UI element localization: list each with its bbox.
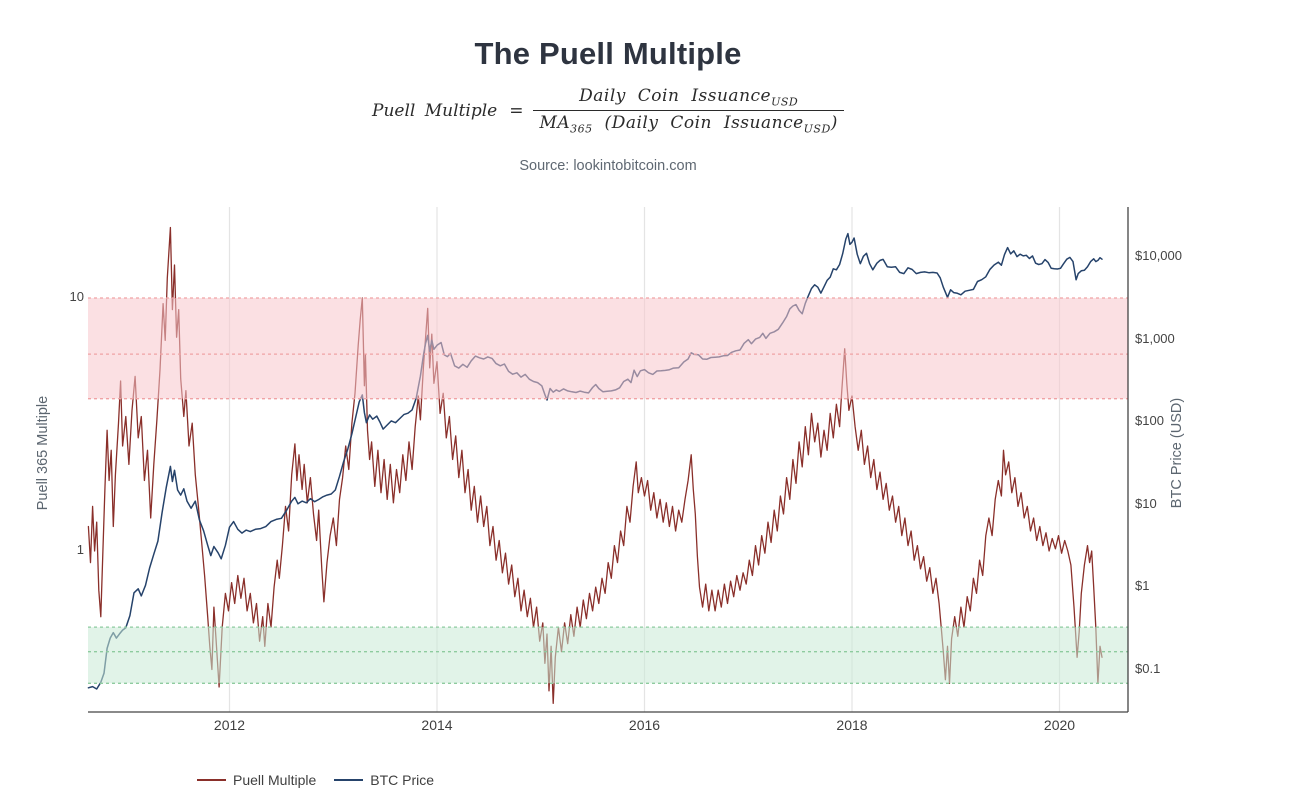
formula-lhs: Puell Multiple: [372, 100, 498, 121]
y-axis-title-left: Puell 365 Multiple: [35, 395, 51, 511]
y-right-tick-label: $1: [1135, 578, 1150, 593]
y-right-tick-label: $1,000: [1135, 330, 1175, 346]
formula-numerator: Daily Coin IssuanceUSD: [579, 86, 799, 109]
puell-multiple-swatch: [197, 779, 226, 781]
formula: Puell Multiple = Daily Coin IssuanceUSD …: [0, 86, 1216, 136]
y-left-tick-label: 10: [69, 289, 84, 304]
x-tick-label: 2014: [421, 717, 453, 733]
chart-title: The Puell Multiple: [474, 36, 742, 71]
legend: Puell Multiple BTC Price: [197, 772, 452, 788]
legend-label: BTC Price: [370, 772, 435, 788]
formula-denominator: MA365 (Daily Coin IssuanceUSD): [533, 110, 844, 136]
buy-zone: [88, 627, 1128, 684]
x-tick-label: 2016: [628, 717, 661, 733]
y-right-tick-label: $10: [1135, 495, 1157, 511]
formula-equals: =: [509, 100, 524, 121]
source-caption: Source: lookintobitcoin.com: [519, 158, 697, 174]
legend-label: Puell Multiple: [233, 772, 317, 788]
sell-zone: [88, 298, 1128, 399]
x-tick-label: 2018: [836, 717, 868, 733]
y-left-tick-label: 1: [76, 542, 84, 557]
y-right-tick-label: $10,000: [1135, 248, 1182, 263]
x-tick-label: 2020: [1043, 717, 1076, 733]
y-axis-title-right: BTC Price (USD): [1169, 397, 1185, 509]
y-right-tick-label: $0.1: [1135, 660, 1161, 676]
legend-item-puell-multiple[interactable]: Puell Multiple: [197, 772, 316, 788]
btc-price-swatch: [334, 779, 364, 781]
y-right-tick-label: $100: [1135, 413, 1164, 428]
x-tick-label: 2012: [213, 717, 246, 733]
legend-item-btc-price[interactable]: BTC Price: [334, 772, 434, 788]
formula-fraction: Daily Coin IssuanceUSD MA365 (Daily Coin…: [533, 86, 844, 136]
